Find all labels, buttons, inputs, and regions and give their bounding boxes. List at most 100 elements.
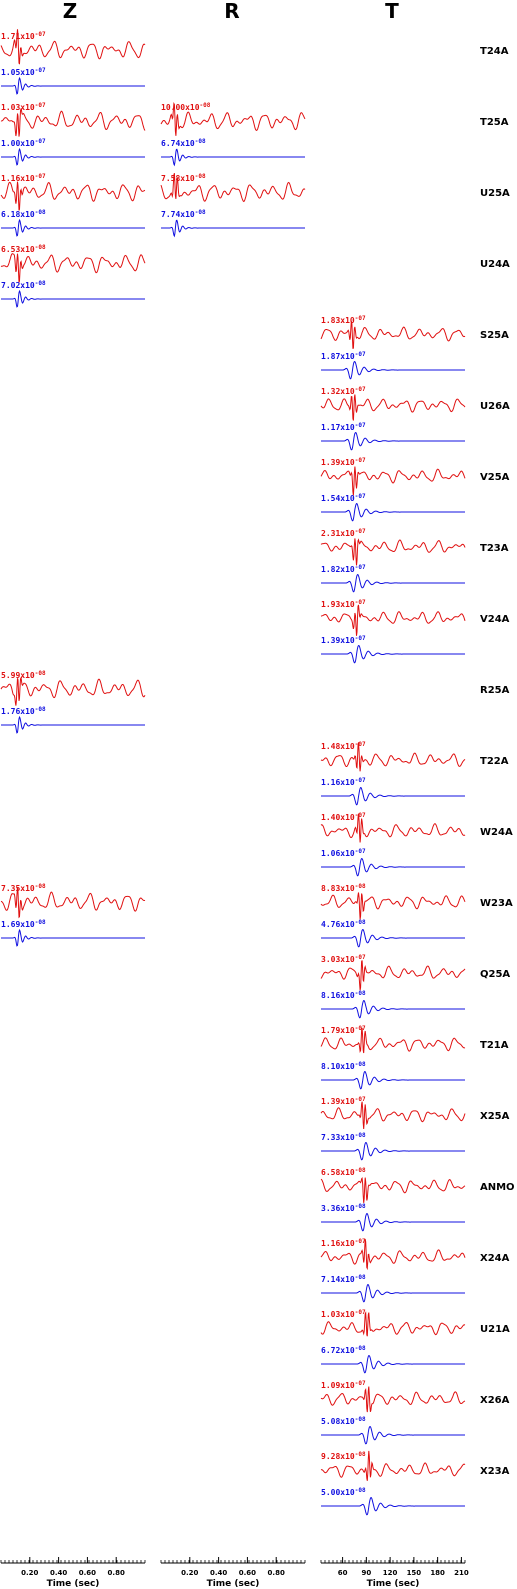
tick-label: 0.80 xyxy=(108,1569,125,1577)
station-label-u25a: U25A xyxy=(480,188,510,199)
time-axis-r: 0.20 0.40 0.60 0.80 Time (sec) xyxy=(160,1557,306,1589)
synthetic-amplitude-label: 1.17x10-07 xyxy=(321,422,366,432)
tick-label: 0.60 xyxy=(79,1569,96,1577)
trace-x23a-t: 9.28x10-08 5.00x10-08 xyxy=(320,1450,466,1516)
trace-w23a-t: 8.83x10-08 4.76x10-08 xyxy=(320,883,466,948)
synthetic-amplitude-label: 1.39x10-07 xyxy=(321,635,366,645)
synthetic-amplitude-label: 4.76x10-08 xyxy=(321,919,366,929)
trace-t25a-r: 10.00x10-08 6.74x10-08 xyxy=(160,102,306,167)
data-amplitude-label: 1.03x10-07 xyxy=(321,1309,366,1319)
trace-anmo-t: 6.58x10-08 3.36x10-08 xyxy=(320,1167,466,1232)
data-amplitude-label: 5.99x10-08 xyxy=(1,670,46,680)
data-amplitude-label: 7.58x10-08 xyxy=(161,173,206,183)
data-amplitude-label: 8.83x10-08 xyxy=(321,883,366,893)
synthetic-amplitude-label: 1.05x10-07 xyxy=(1,67,46,77)
column-header-r: R xyxy=(224,0,239,23)
station-label-u21a: U21A xyxy=(480,1324,510,1335)
synthetic-waveform xyxy=(321,787,465,806)
data-waveform xyxy=(320,742,466,772)
data-amplitude-label: 1.03x10-07 xyxy=(1,102,46,112)
synthetic-amplitude-label: 5.08x10-08 xyxy=(321,1416,366,1426)
trace-x24a-t: 1.16x10-07 7.14x10-08 xyxy=(320,1238,466,1303)
trace-x25a-t: 1.39x10-07 7.33x10-08 xyxy=(320,1096,466,1161)
trace-x26a-t: 1.09x10-07 5.08x10-08 xyxy=(320,1380,466,1445)
synthetic-waveform xyxy=(321,1284,465,1303)
trace-w23a-z: 7.35x10-08 1.69x10-08 xyxy=(0,883,146,947)
station-label-anmo: ANMO xyxy=(480,1182,515,1193)
tick-label: 0.60 xyxy=(239,1569,256,1577)
synthetic-amplitude-label: 1.87x10-07 xyxy=(321,351,366,361)
data-amplitude-label: 10.00x10-08 xyxy=(161,102,211,112)
data-amplitude-label: 1.48x10-07 xyxy=(321,741,366,751)
tick-label: 0.20 xyxy=(21,1569,38,1577)
synthetic-waveform xyxy=(321,645,465,664)
station-label-r25a: R25A xyxy=(480,685,510,696)
trace-u21a-t: 1.03x10-07 6.72x10-08 xyxy=(320,1309,466,1374)
data-waveform xyxy=(320,604,466,636)
waveform-traces: 1.71x10-07 1.05x10-07 1.03x10-07 1.00x10-07… xyxy=(0,29,466,1516)
station-label-u26a: U26A xyxy=(480,401,510,412)
data-waveform xyxy=(160,102,306,136)
station-label-w23a: W23A xyxy=(480,898,513,909)
synthetic-waveform xyxy=(321,574,465,593)
station-label-t25a: T25A xyxy=(480,117,509,128)
trace-w24a-t: 1.40x10-07 1.06x10-07 xyxy=(320,812,466,877)
synthetic-amplitude-label: 8.10x10-08 xyxy=(321,1061,366,1071)
data-waveform xyxy=(320,1027,466,1054)
synthetic-amplitude-label: 7.74x10-08 xyxy=(161,209,206,219)
synthetic-amplitude-label: 8.16x10-08 xyxy=(321,990,366,1000)
trace-u25a-z: 1.16x10-07 6.18x10-08 xyxy=(0,173,146,237)
data-waveform xyxy=(0,29,146,65)
data-amplitude-label: 9.28x10-08 xyxy=(321,1451,366,1461)
synthetic-amplitude-label: 7.33x10-08 xyxy=(321,1132,366,1142)
synthetic-amplitude-label: 5.00x10-08 xyxy=(321,1487,366,1497)
synthetic-waveform xyxy=(321,432,465,451)
synthetic-amplitude-label: 1.54x10-07 xyxy=(321,493,366,503)
data-amplitude-label: 1.39x10-07 xyxy=(321,457,366,467)
data-waveform xyxy=(320,466,466,496)
data-amplitude-label: 6.53x10-08 xyxy=(1,244,46,254)
synthetic-waveform xyxy=(321,1071,465,1090)
data-amplitude-label: 1.93x10-07 xyxy=(321,599,366,609)
column-header-t: T xyxy=(385,0,399,23)
trace-u24a-z: 6.53x10-08 7.02x10-08 xyxy=(0,244,146,308)
trace-t23a-t: 2.31x10-07 1.82x10-07 xyxy=(320,528,466,593)
station-label-x23a: X23A xyxy=(480,1466,510,1477)
trace-t24a-z: 1.71x10-07 1.05x10-07 xyxy=(0,29,146,95)
data-waveform xyxy=(320,394,466,421)
data-amplitude-label: 1.79x10-07 xyxy=(321,1025,366,1035)
station-label-v24a: V24A xyxy=(480,614,510,625)
synthetic-waveform xyxy=(321,858,465,877)
station-label-t24a: T24A xyxy=(480,46,509,57)
synthetic-waveform xyxy=(1,715,145,734)
synthetic-waveform xyxy=(1,289,145,308)
synthetic-waveform xyxy=(321,503,465,522)
tick-label: 120 xyxy=(383,1569,398,1577)
station-label-x25a: X25A xyxy=(480,1111,510,1122)
data-waveform xyxy=(0,676,146,706)
trace-u25a-r: 7.58x10-08 7.74x10-08 xyxy=(160,173,306,238)
synthetic-waveform xyxy=(321,1497,465,1516)
tick-label: 60 xyxy=(338,1569,348,1577)
synthetic-waveform xyxy=(321,1142,465,1161)
trace-r25a-z: 5.99x10-08 1.76x10-08 xyxy=(0,670,146,734)
tick-label: 0.40 xyxy=(210,1569,227,1577)
tick-label: 180 xyxy=(430,1569,445,1577)
station-label-u24a: U24A xyxy=(480,259,510,270)
synthetic-waveform xyxy=(321,1426,465,1445)
data-amplitude-label: 1.39x10-07 xyxy=(321,1096,366,1106)
station-label-q25a: Q25A xyxy=(480,969,510,980)
tick-label: 0.80 xyxy=(268,1569,285,1577)
trace-v25a-t: 1.39x10-07 1.54x10-07 xyxy=(320,457,466,522)
data-waveform xyxy=(320,1450,466,1481)
station-label-w24a: W24A xyxy=(480,827,513,838)
synthetic-amplitude-label: 1.06x10-07 xyxy=(321,848,366,858)
data-waveform xyxy=(0,181,146,211)
synthetic-amplitude-label: 6.74x10-08 xyxy=(161,138,206,148)
data-amplitude-label: 1.83x10-07 xyxy=(321,315,366,325)
data-waveform xyxy=(320,1239,466,1271)
synthetic-waveform xyxy=(321,1355,465,1374)
synthetic-waveform xyxy=(321,1213,465,1232)
synthetic-amplitude-label: 3.36x10-08 xyxy=(321,1203,366,1213)
